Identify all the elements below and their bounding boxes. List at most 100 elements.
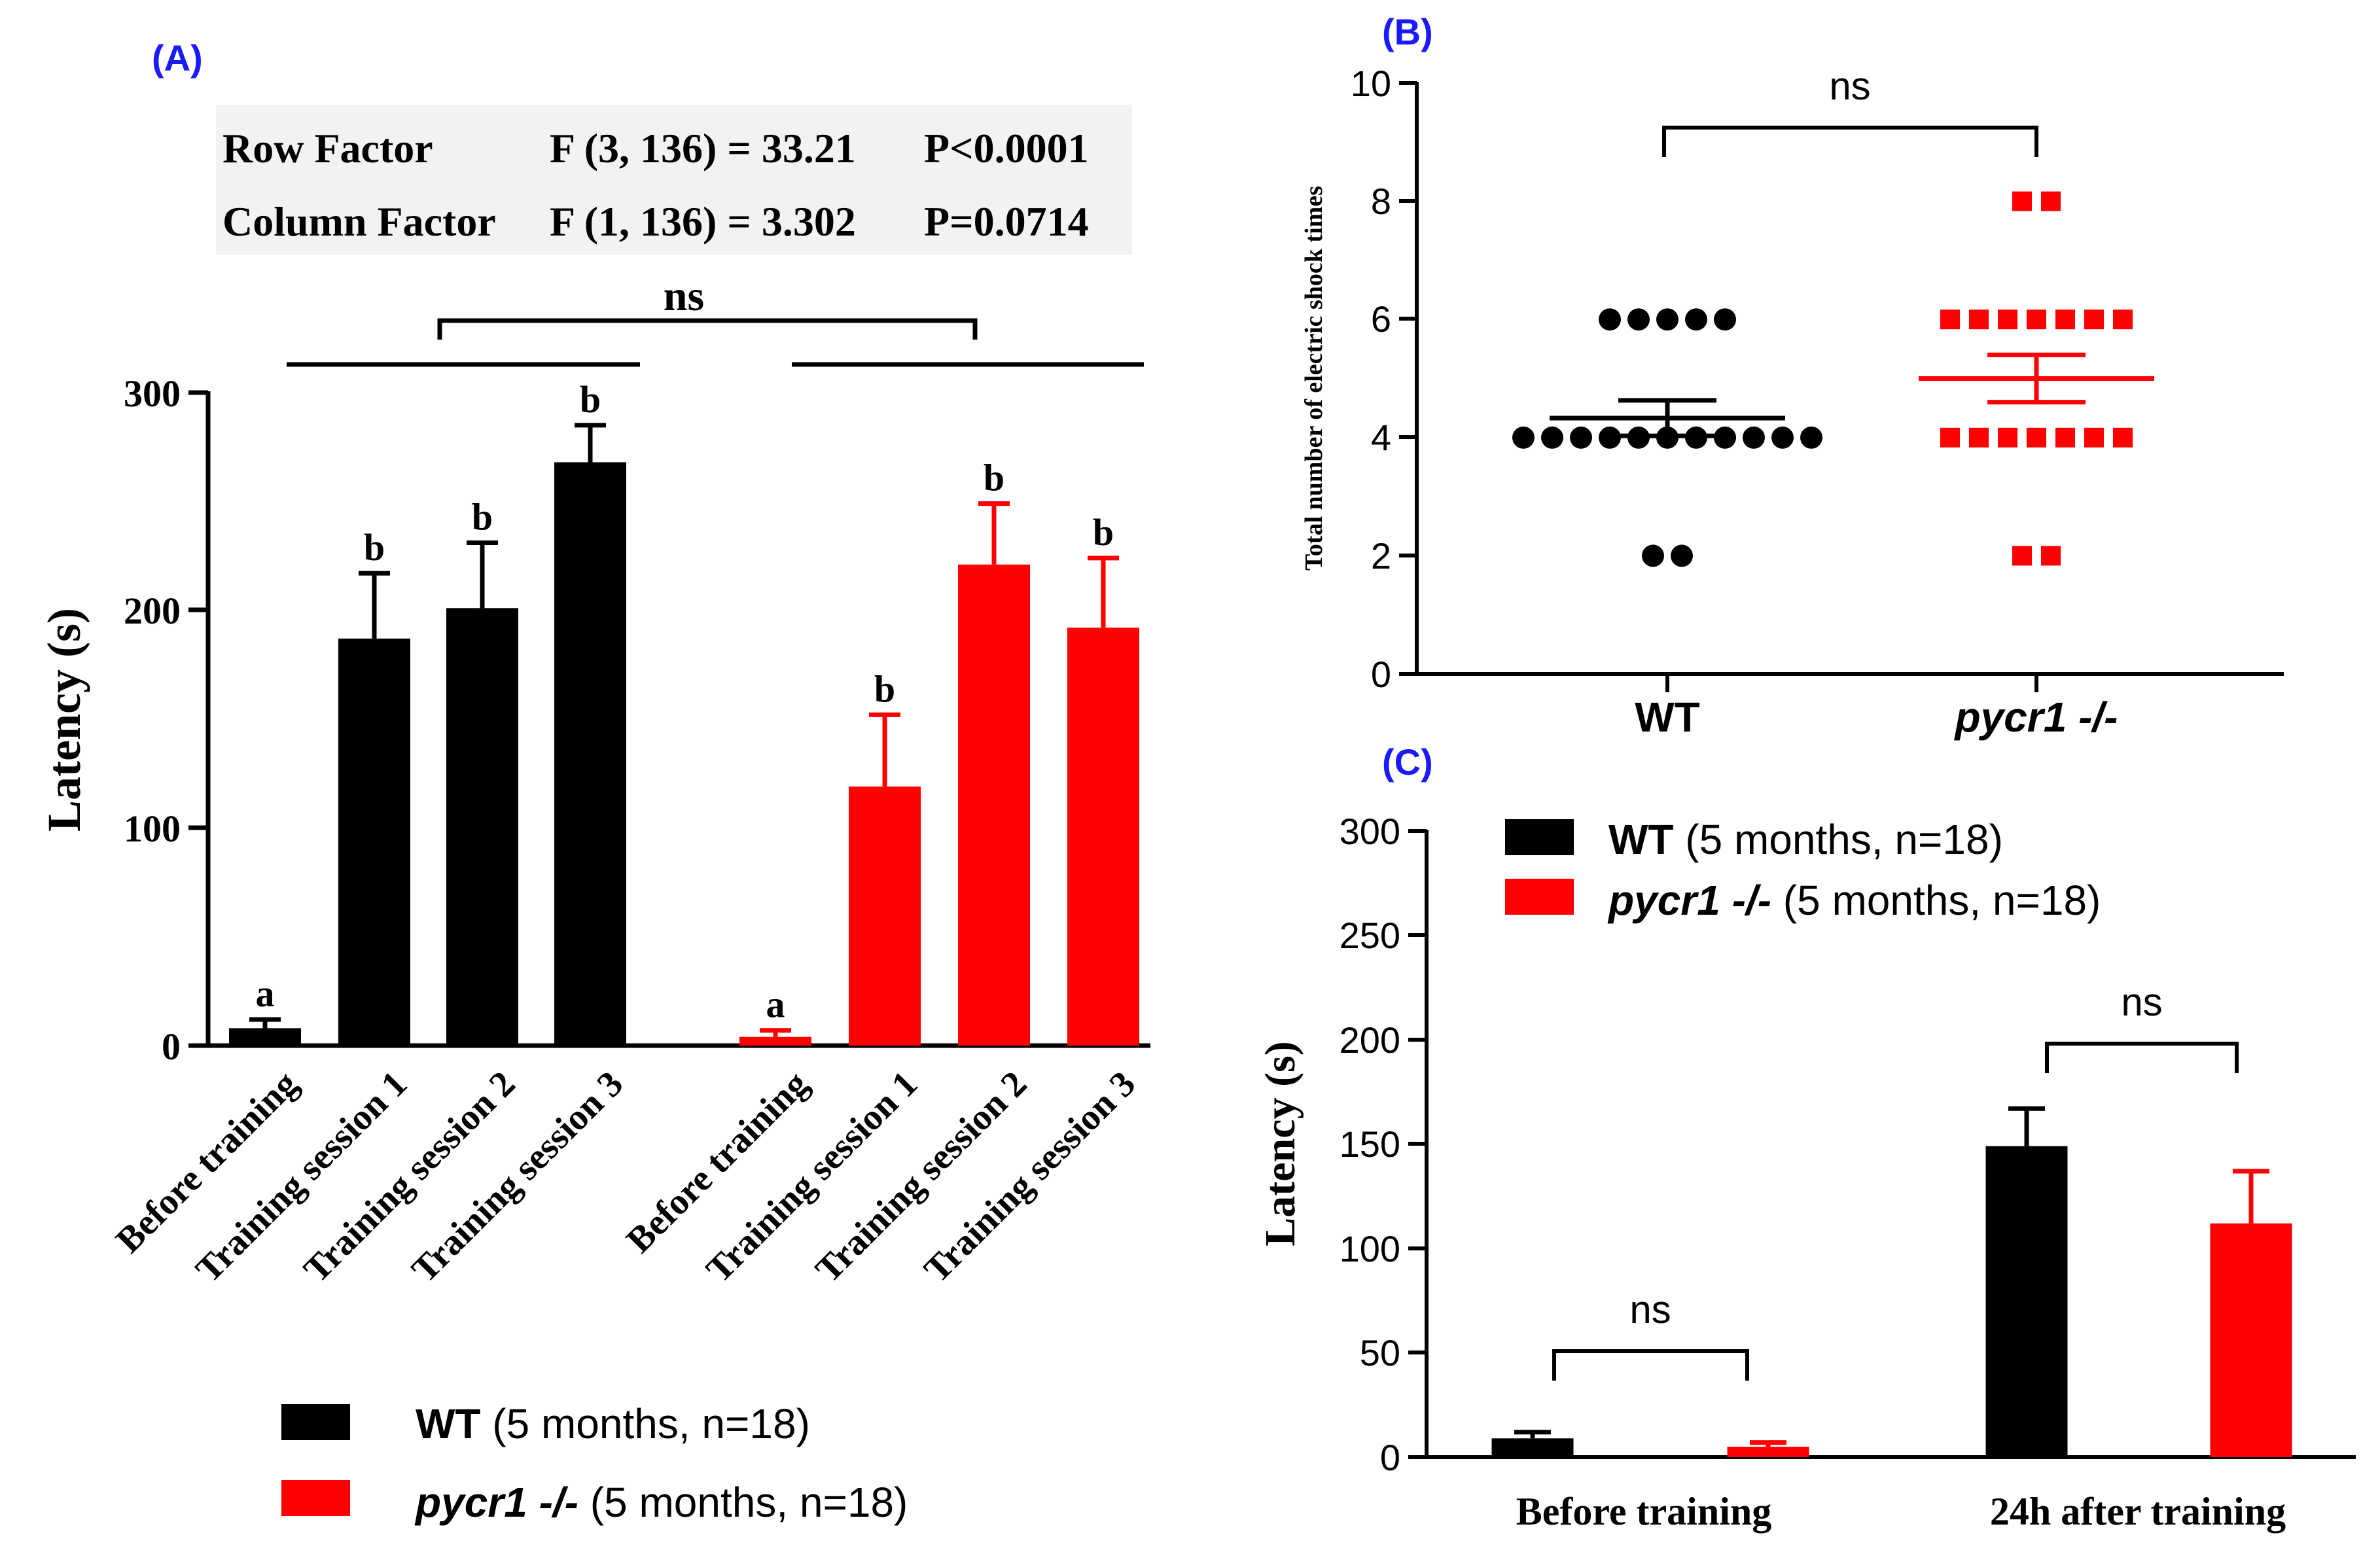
c-legend-swatch-ko: [1505, 879, 1574, 915]
c-y-tick-label: 0: [1380, 1437, 1400, 1478]
c-legend-ko: pycr1 -/- (5 months, n=18): [1607, 877, 2101, 924]
b-data-point: [1998, 309, 2017, 330]
b-data-point: [1771, 426, 1794, 449]
a-legend-ko: pycr1 -/- (5 months, n=18): [414, 1479, 908, 1526]
b-data-point: [1642, 544, 1664, 567]
b-data-point: [1940, 427, 1960, 448]
b-data-point: [2055, 427, 2075, 448]
c-legend-swatch-wt: [1505, 819, 1574, 855]
a-y-tick-label: 200: [124, 590, 181, 632]
b-data-point: [1512, 426, 1535, 449]
c-comparison-ns-before: ns: [1629, 1288, 1671, 1332]
b-data-point: [2084, 427, 2104, 448]
a-bars: a b b b a b b b: [229, 378, 1139, 1046]
b-data-point: [1599, 308, 1621, 331]
b-y-tick-label: 10: [1351, 63, 1391, 104]
a-significance-letter: b: [874, 667, 895, 710]
b-data-point: [1541, 426, 1563, 449]
c-bar: [1727, 1447, 1809, 1457]
panel-b-label: (B): [1382, 11, 1433, 52]
b-data-point: [2084, 309, 2104, 330]
a-significance-letter: a: [766, 983, 785, 1026]
b-data-point: [1671, 544, 1693, 567]
b-data-point: [1714, 426, 1736, 449]
c-axes: [1408, 829, 2356, 1459]
a-legend-swatch-ko: [281, 1480, 350, 1516]
b-data-point: [2055, 309, 2075, 330]
b-y-tick-label: 8: [1371, 181, 1391, 222]
a-significance-letter: b: [364, 526, 385, 569]
stats-column-factor-f: F (1, 136) = 3.302: [550, 198, 856, 245]
b-data-point: [1940, 309, 1960, 330]
stats-row-factor-label: Row Factor: [222, 125, 433, 171]
a-bar: [338, 638, 410, 1046]
a-y-tick-label: 300: [124, 372, 181, 415]
b-data-point: [2113, 309, 2133, 330]
b-data-point: [1599, 426, 1621, 449]
a-bar: [229, 1028, 301, 1046]
c-bar: [1491, 1438, 1574, 1457]
c-y-tick-label: 100: [1340, 1228, 1400, 1269]
b-data-point: [2027, 427, 2046, 448]
c-comparison-ns-after: ns: [2121, 980, 2162, 1024]
a-bar: [958, 564, 1030, 1046]
stats-table-background: [216, 105, 1132, 255]
b-data-point: [2041, 191, 2061, 211]
panel-a-label: (A): [152, 37, 203, 79]
stats-column-factor-p: P=0.0714: [924, 198, 1089, 245]
b-data-point: [2027, 309, 2046, 330]
a-group-bracket: [287, 318, 1144, 367]
panel-c: (C) 0 50 100 150 200 250 300 Latency (s)…: [1256, 741, 2356, 1533]
stats-table: Row Factor F (3, 136) = 33.21 P<0.0001 C…: [222, 125, 1089, 245]
b-points: [1512, 191, 2154, 567]
a-significance-letter: b: [1093, 511, 1114, 554]
b-data-point: [1969, 427, 1989, 448]
b-y-tick-label: 6: [1371, 298, 1391, 340]
b-x-tick-label-ko: pycr1 -/-: [1954, 694, 2118, 741]
c-y-tick-label: 300: [1340, 811, 1400, 852]
b-data-point: [1685, 308, 1707, 331]
c-y-tick-label: 250: [1340, 915, 1400, 956]
panel-c-label: (C): [1382, 741, 1433, 783]
b-data-point: [1998, 427, 2017, 448]
b-data-point: [1800, 426, 1822, 449]
b-comparison-ns: ns: [1829, 64, 1870, 108]
c-bar: [2210, 1223, 2292, 1457]
b-data-point: [2012, 191, 2032, 211]
c-legend-wt: WT (5 months, n=18): [1608, 816, 2003, 863]
a-y-tick-label: 100: [124, 807, 181, 850]
c-y-tick-label: 150: [1340, 1123, 1400, 1165]
stats-row-factor-p: P<0.0001: [924, 125, 1089, 171]
c-comparison-bracket-before: [1552, 1349, 1749, 1381]
a-legend-wt: WT (5 months, n=18): [416, 1400, 810, 1447]
c-bar: [1985, 1146, 2068, 1457]
c-bars: [1491, 1106, 2292, 1457]
b-data-point: [1969, 309, 1989, 330]
panel-b: (B) 0 2 4 6 8 10 Total number of electri…: [1300, 11, 2284, 741]
c-y-axis-title: Latency (s): [1256, 1041, 1304, 1246]
c-y-tick-label: 200: [1340, 1019, 1400, 1061]
b-data-point: [1627, 308, 1650, 331]
b-x-tick-label-wt: WT: [1635, 694, 1700, 741]
a-significance-letter: b: [472, 496, 493, 539]
b-data-point: [1656, 308, 1678, 331]
c-x-tick-label-before: Before training: [1516, 1490, 1772, 1533]
c-x-tick-label-after: 24h after training: [1990, 1490, 2286, 1533]
c-y-tick-label: 50: [1360, 1332, 1400, 1373]
b-y-tick-label: 0: [1371, 654, 1391, 695]
b-data-point: [2113, 427, 2133, 448]
b-axes: [1399, 81, 2284, 692]
b-y-axis-title: Total number of electric shock times: [1300, 186, 1328, 571]
a-significance-letter: b: [580, 378, 601, 421]
b-y-tick-label: 4: [1371, 417, 1391, 458]
b-y-tick-labels: 0 2 4 6 8 10: [1351, 63, 1391, 695]
a-bar: [849, 786, 921, 1046]
a-legend-swatch-wt: [281, 1404, 350, 1440]
a-bar: [739, 1036, 811, 1046]
b-y-tick-label: 2: [1371, 535, 1391, 576]
a-group-ns-label: ns: [664, 272, 704, 320]
stats-column-factor-label: Column Factor: [222, 198, 496, 245]
b-comparison-bracket: [1662, 126, 2038, 157]
a-y-tick-labels: 0 100 200 300: [124, 372, 181, 1068]
b-data-point: [2041, 546, 2061, 566]
